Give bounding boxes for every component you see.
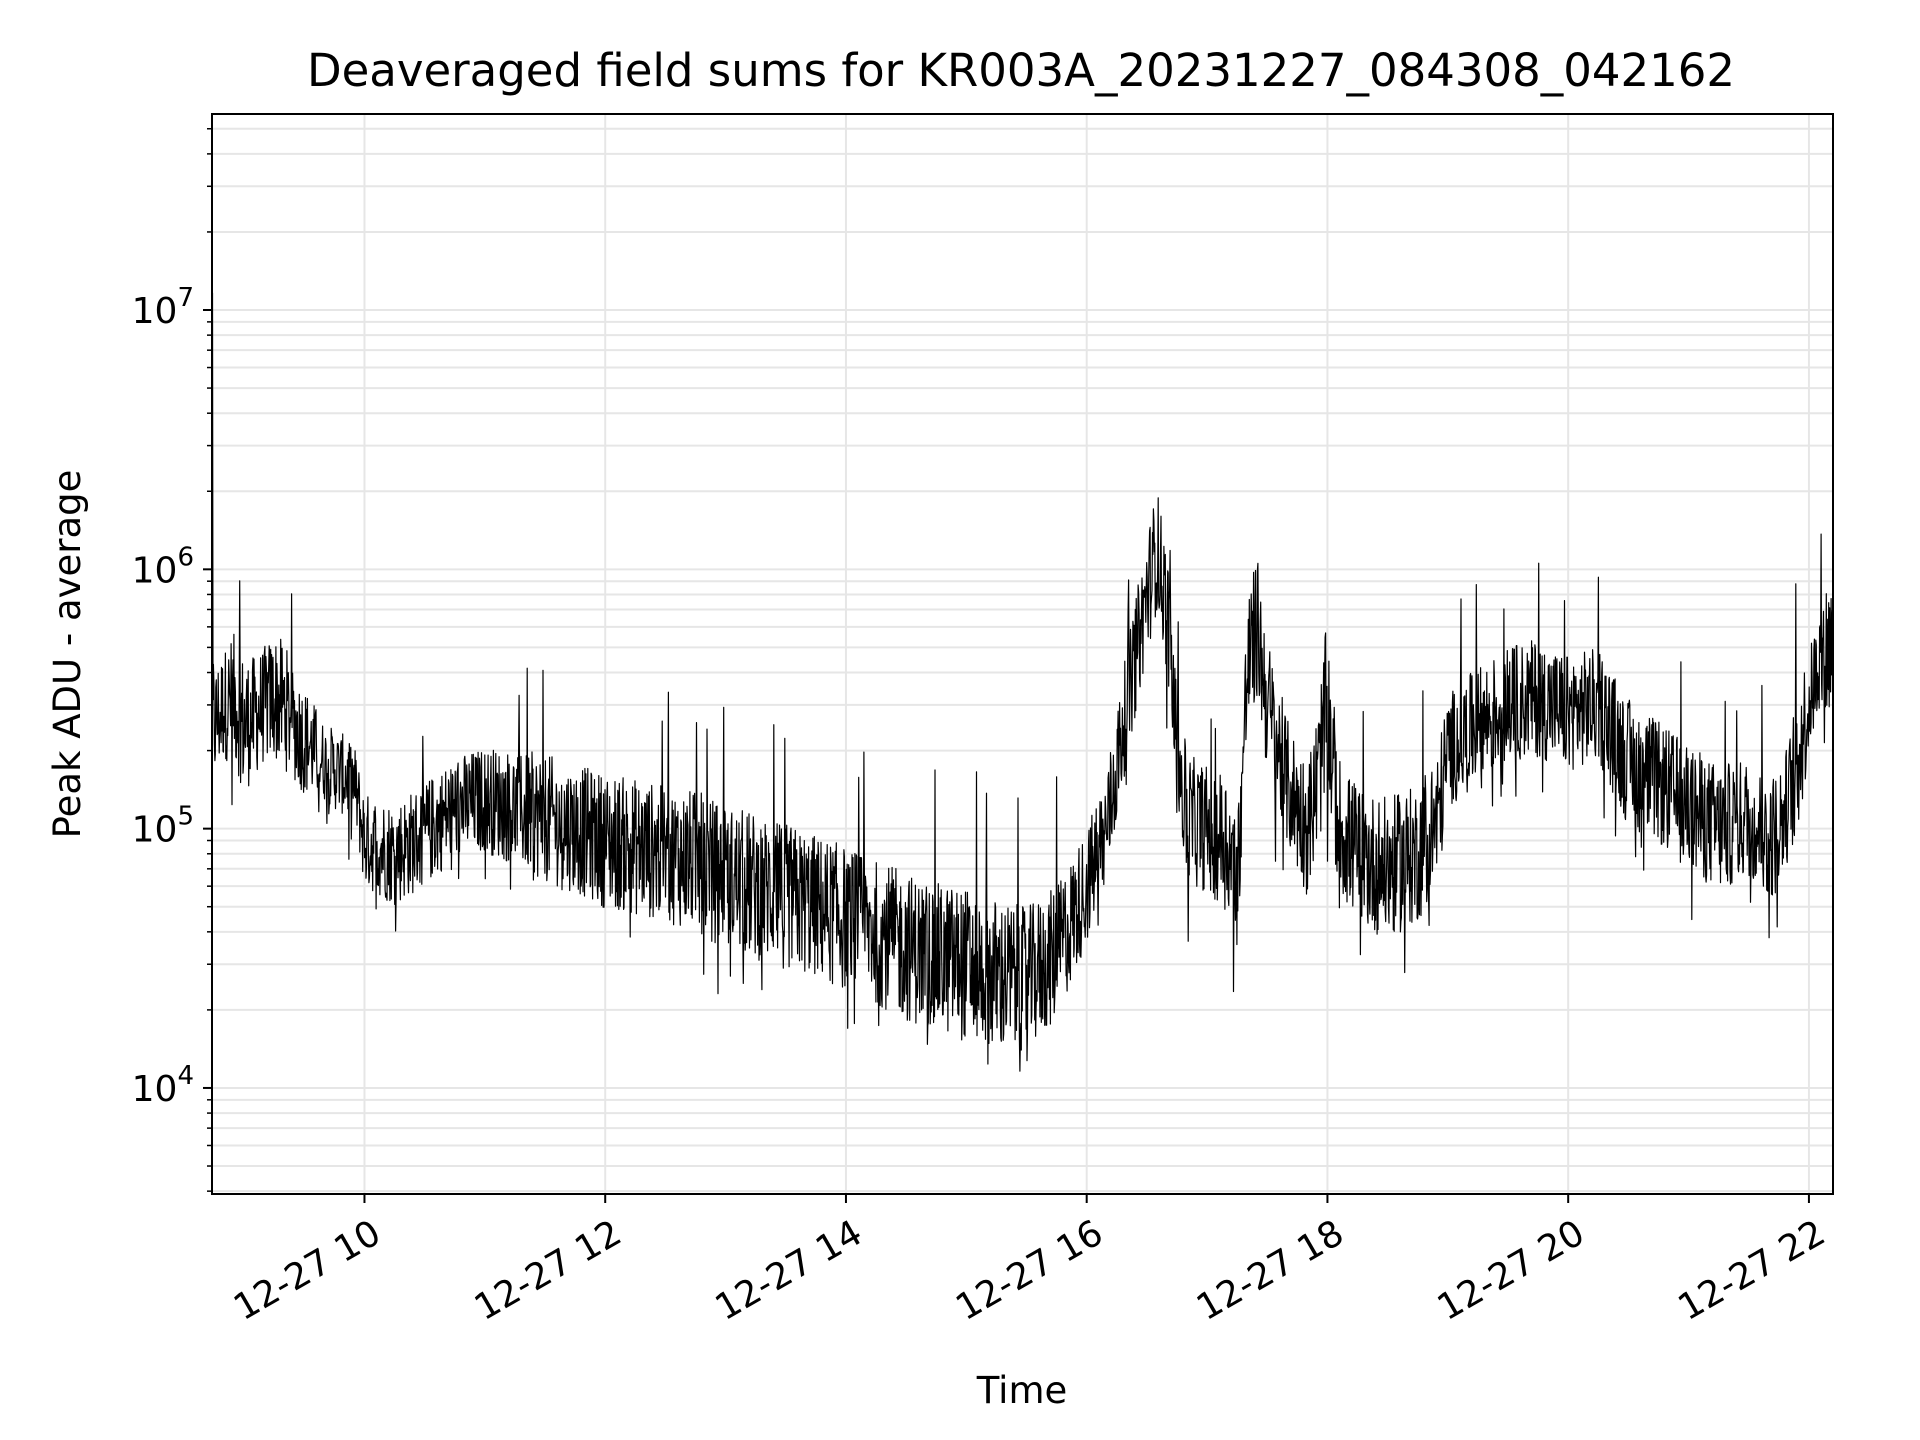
grid <box>212 114 1833 1194</box>
series-line <box>211 292 1834 1072</box>
y-tick-label: 107 <box>132 283 194 332</box>
chart-title: Deaveraged field sums for KR003A_2023122… <box>307 44 1735 97</box>
plot-frame <box>211 113 1834 1195</box>
y-axis-label: Peak ADU - average <box>46 470 89 839</box>
x-axis-label: Time <box>976 1369 1068 1412</box>
y-tick-label: 105 <box>132 802 194 851</box>
series-layer <box>211 292 1834 1072</box>
plot-area <box>211 113 1834 1195</box>
y-axis: 104 105 106 107 <box>132 128 212 1192</box>
y-tick-label: 106 <box>132 542 194 591</box>
y-tick-label: 104 <box>132 1061 194 1110</box>
